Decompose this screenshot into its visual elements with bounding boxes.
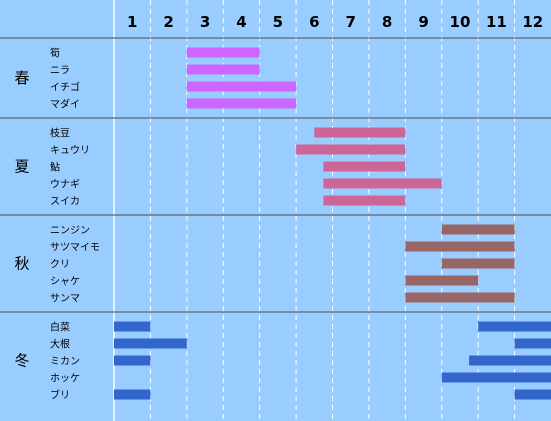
season-bar xyxy=(323,178,442,189)
item-label: 大根 xyxy=(50,338,70,351)
item-label: ブリ xyxy=(50,389,70,402)
season-bar xyxy=(114,355,151,366)
season-label: 冬 xyxy=(14,352,29,370)
item-label: クリ xyxy=(50,259,70,271)
item-label: イチゴ xyxy=(50,81,80,94)
month-label-2: 2 xyxy=(163,13,173,31)
item-label: 枝豆 xyxy=(50,127,70,140)
season-bar xyxy=(405,275,479,286)
season-bar xyxy=(441,224,515,235)
month-label-9: 9 xyxy=(418,13,428,31)
season-bar xyxy=(186,98,297,109)
season-bar xyxy=(186,47,260,58)
month-label-1: 1 xyxy=(127,13,137,31)
season-bar xyxy=(314,127,406,138)
item-label: スイカ xyxy=(50,196,80,208)
season-label: 春 xyxy=(14,69,29,87)
item-label: ニラ xyxy=(50,65,70,77)
season-bar xyxy=(323,195,406,206)
item-label: シャケ xyxy=(50,276,80,288)
month-label-12: 12 xyxy=(522,13,543,31)
item-label: マダイ xyxy=(50,98,80,111)
item-label: 筍 xyxy=(50,47,60,60)
season-bar xyxy=(441,258,515,269)
item-label: サツマイモ xyxy=(50,242,100,254)
item-label: ミカン xyxy=(50,356,80,368)
month-label-8: 8 xyxy=(382,13,392,31)
item-label: 鮎 xyxy=(50,161,60,174)
item-label: ニンジン xyxy=(50,226,90,237)
season-bar xyxy=(405,241,515,252)
month-label-11: 11 xyxy=(486,13,507,31)
month-label-10: 10 xyxy=(450,13,471,31)
season-bar xyxy=(469,355,551,366)
month-label-5: 5 xyxy=(273,13,283,31)
season-bar xyxy=(514,338,551,349)
month-label-4: 4 xyxy=(236,13,246,31)
season-label: 夏 xyxy=(14,158,29,176)
season-bar xyxy=(186,64,260,75)
month-label-3: 3 xyxy=(200,13,210,31)
item-label: 白菜 xyxy=(50,321,70,334)
item-label: キュウリ xyxy=(50,145,90,157)
season-bar xyxy=(405,292,515,303)
item-label: ウナギ xyxy=(50,179,80,191)
season-bar xyxy=(114,321,151,332)
season-bar xyxy=(114,338,187,349)
item-label: サンマ xyxy=(50,293,80,305)
season-bar xyxy=(114,389,151,400)
season-bar xyxy=(514,389,551,400)
season-label: 秋 xyxy=(14,255,29,273)
month-label-7: 7 xyxy=(345,13,355,31)
season-bar xyxy=(441,372,551,383)
season-bar xyxy=(323,161,406,172)
season-bar xyxy=(478,321,551,332)
season-bar xyxy=(186,81,297,92)
season-bar xyxy=(296,144,406,155)
month-label-6: 6 xyxy=(309,13,319,31)
item-label: ホッケ xyxy=(50,373,80,385)
